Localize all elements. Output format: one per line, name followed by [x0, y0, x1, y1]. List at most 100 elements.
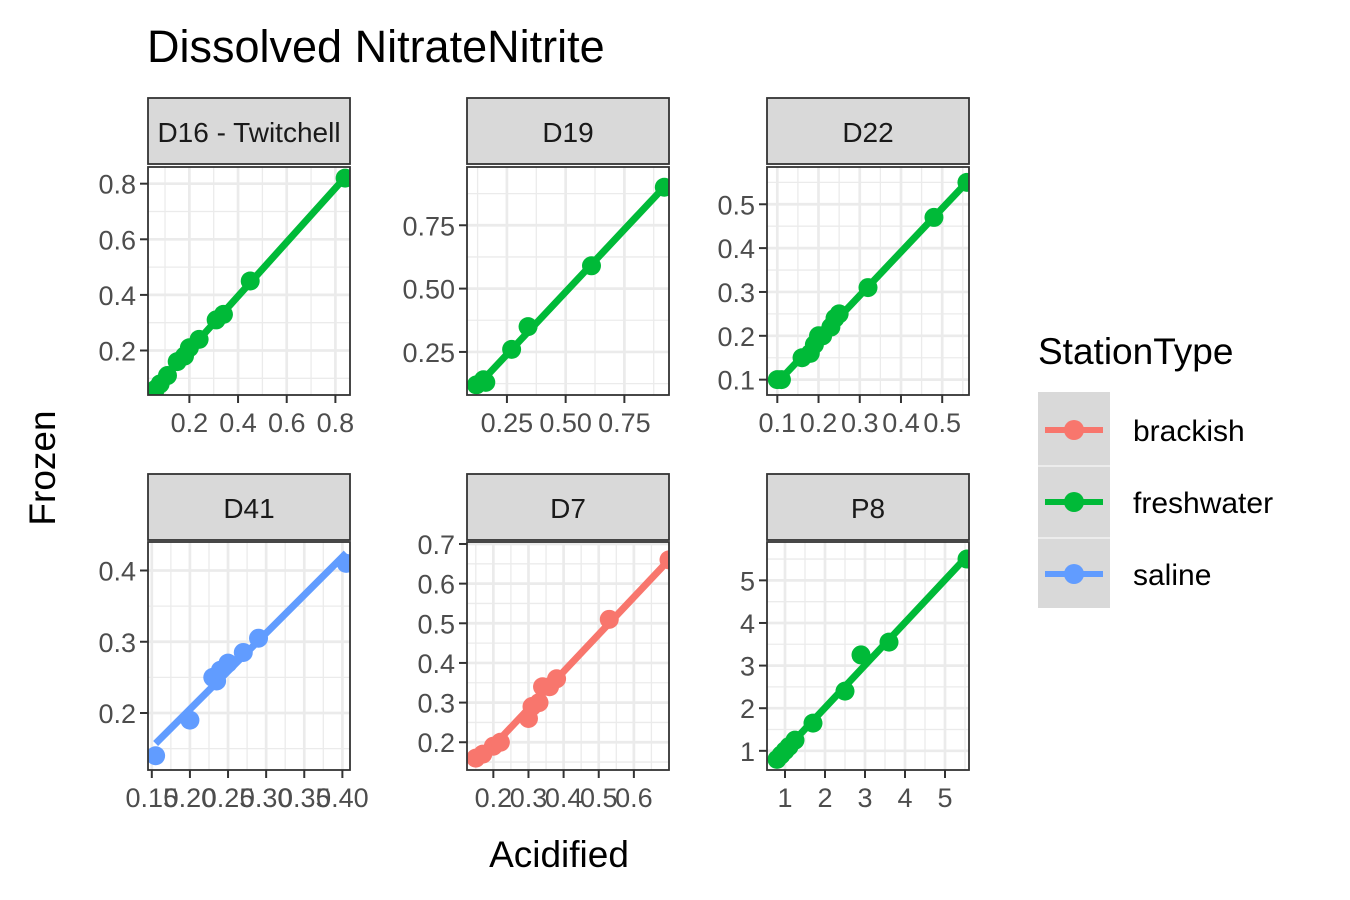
data-point	[879, 632, 899, 652]
panel-data	[467, 177, 669, 395]
panel-border	[466, 541, 670, 771]
y-tick-label: 2	[740, 694, 755, 724]
y-tick-label: 5	[740, 566, 755, 596]
data-point	[157, 366, 177, 386]
data-point	[218, 653, 238, 673]
facet-strip-label: D16 - Twitchell	[157, 117, 340, 148]
panel-data	[148, 550, 350, 766]
x-tick-label: 0.3	[841, 408, 879, 438]
legend-key-point	[1064, 492, 1084, 512]
x-tick-label: 4	[897, 783, 912, 813]
x-tick-label: 0.5	[923, 408, 961, 438]
data-point	[335, 168, 350, 188]
data-point	[803, 713, 823, 733]
panel-data	[467, 550, 669, 768]
y-tick-label: 0.5	[417, 609, 455, 639]
y-tick-label: 0.6	[98, 225, 136, 255]
data-point	[547, 669, 567, 689]
series-line-brackish	[473, 557, 669, 767]
data-point	[771, 370, 791, 390]
legend-label: brackish	[1133, 415, 1245, 448]
panel-data	[767, 172, 969, 390]
y-tick-label: 0.7	[417, 530, 455, 560]
legend-item-freshwater: freshwater	[1038, 465, 1273, 520]
panel-data	[148, 168, 350, 395]
facet-strip	[766, 97, 970, 165]
facet-strip	[147, 473, 351, 541]
y-tick-label: 0.50	[402, 275, 455, 305]
data-point	[957, 172, 969, 192]
panel-border	[147, 166, 351, 396]
data-point	[835, 681, 855, 701]
data-point	[529, 693, 549, 713]
data-point	[924, 207, 944, 227]
data-point	[233, 642, 253, 662]
panel-d7: D70.20.30.40.50.60.20.30.40.50.60.7	[417, 473, 670, 813]
panel-background	[467, 542, 669, 770]
legend-item-brackish: brackish	[1045, 415, 1245, 448]
facet-strip-label: D41	[223, 493, 274, 524]
data-point	[957, 549, 969, 569]
y-tick-label: 4	[740, 609, 755, 639]
y-tick-label: 0.4	[98, 281, 136, 311]
legend-item-saline: saline	[1038, 537, 1211, 592]
legend-items: brackish freshwater saline	[1038, 415, 1273, 592]
x-tick-label: 0.4	[882, 408, 920, 438]
panel-border	[766, 541, 970, 771]
y-tick-label: 3	[740, 652, 755, 682]
data-point	[476, 372, 496, 392]
facet-strip-label: D22	[842, 117, 893, 148]
data-point	[148, 746, 166, 766]
facet-strip-label: P8	[851, 493, 885, 524]
panel-border	[766, 166, 970, 396]
y-tick-label: 0.2	[98, 699, 136, 729]
facet-strip	[147, 97, 351, 165]
panel-d16-twitchell: D16 - Twitchell 0.2 0.4 0.6 0.8 0.2 0.4 0.6 0.8	[98, 97, 355, 438]
legend-label: saline	[1133, 559, 1211, 592]
facet-strip-label: D19	[542, 117, 593, 148]
x-tick-label: 0.6	[615, 783, 653, 813]
y-tick-label: 0.1	[717, 366, 755, 396]
x-tick-label: 1	[777, 783, 792, 813]
x-tick-label: 2	[817, 783, 832, 813]
x-tick-label: 0.40	[316, 783, 369, 813]
data-point	[490, 732, 510, 752]
x-tick-label: 0.2	[800, 408, 838, 438]
y-tick-label: 0.5	[717, 190, 755, 220]
data-point	[785, 730, 805, 750]
y-tick-label: 0.25	[402, 338, 455, 368]
y-tick-label: 0.2	[717, 322, 755, 352]
data-point	[659, 550, 669, 570]
facet-strip	[466, 97, 670, 165]
x-tick-label: 0.3	[510, 783, 548, 813]
x-tick-label: 0.6	[268, 408, 306, 438]
y-axis-title: Frozen	[22, 410, 63, 525]
facet-strip-label: D7	[550, 493, 586, 524]
x-tick-label: 0.8	[317, 408, 355, 438]
data-point	[858, 278, 878, 298]
x-tick-label: 0.25	[481, 408, 534, 438]
y-tick-label: 0.4	[417, 649, 455, 679]
data-point	[249, 628, 269, 648]
panel-border	[466, 166, 670, 396]
panel-data	[767, 549, 969, 769]
x-tick-label: 5	[937, 783, 952, 813]
data-point	[829, 304, 849, 324]
x-tick-label: 0.20	[164, 783, 217, 813]
y-tick-label: 1	[740, 737, 755, 767]
x-tick-label: 0.4	[219, 408, 257, 438]
legend-key-point	[1064, 564, 1084, 584]
panel-border	[147, 541, 351, 771]
x-tick-label: 0.4	[545, 783, 583, 813]
y-tick-label: 0.3	[717, 278, 755, 308]
facet-strip	[466, 473, 670, 541]
data-point	[518, 317, 538, 337]
x-tick-label: 3	[857, 783, 872, 813]
y-tick-label: 0.3	[417, 689, 455, 719]
data-point	[654, 177, 669, 197]
y-tick-label: 0.6	[417, 570, 455, 600]
